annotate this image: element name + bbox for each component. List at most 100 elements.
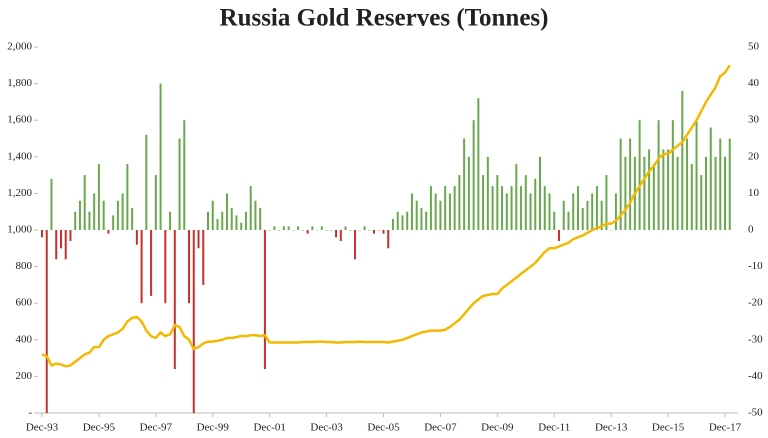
bar [629, 138, 632, 230]
bar [140, 230, 143, 304]
bar [249, 186, 252, 230]
bar [391, 219, 394, 230]
y-tick-label: 1,400 [7, 150, 32, 162]
bar [705, 156, 708, 230]
bar [406, 211, 409, 230]
bar [135, 230, 138, 245]
bar [548, 193, 551, 230]
bar [681, 90, 684, 230]
y2-tick-label: 50 [748, 41, 760, 53]
bar [330, 230, 333, 231]
bar [581, 208, 584, 230]
bar [320, 226, 323, 230]
bar [325, 230, 328, 231]
bar [259, 208, 262, 230]
bar [553, 211, 556, 230]
y2-tick-label: -50 [748, 407, 763, 419]
bar [192, 230, 195, 413]
bar [543, 186, 546, 230]
bar [59, 230, 62, 249]
x-tick-label: Dec-97 [140, 422, 173, 434]
bar [695, 120, 698, 230]
bar [55, 230, 58, 260]
bar [154, 175, 157, 230]
bar [714, 156, 717, 230]
y2-tick-label: -10 [748, 260, 763, 272]
bar [619, 138, 622, 230]
bar [282, 226, 285, 230]
y2-tick-label: 10 [748, 187, 760, 199]
bar [178, 138, 181, 230]
y2-tick-label: -30 [748, 333, 763, 345]
line [41, 64, 731, 368]
bar [211, 200, 214, 230]
bar [131, 208, 134, 230]
x-tick-label: Dec-09 [481, 422, 514, 434]
bar [572, 193, 575, 230]
bar [434, 193, 437, 230]
bar [377, 230, 380, 231]
bar [728, 138, 731, 230]
bar [344, 226, 347, 230]
bar [254, 200, 257, 230]
bar [102, 200, 105, 230]
bar [624, 156, 627, 230]
bar [690, 164, 693, 230]
bar [273, 226, 276, 230]
y2-tick-label: 0 [748, 224, 754, 236]
y-tick-label: 600 [16, 297, 33, 309]
bar [595, 186, 598, 230]
bar [505, 193, 508, 230]
bar [235, 215, 238, 230]
bar [225, 193, 228, 230]
bar [448, 193, 451, 230]
bar [373, 230, 376, 234]
bar [164, 230, 167, 304]
bar [429, 186, 432, 230]
bar [349, 230, 352, 231]
bar [724, 156, 726, 230]
x-tick-label: Dec-03 [310, 422, 343, 434]
bar [78, 200, 81, 230]
y-tick-label: 1,600 [7, 114, 32, 126]
bar [354, 230, 357, 260]
bar [562, 200, 565, 230]
x-tick-label: Dec-15 [652, 422, 685, 434]
bar [382, 230, 385, 234]
bar [93, 193, 96, 230]
bar [97, 164, 100, 230]
x-tick-label: Dec-11 [538, 422, 570, 434]
bar [292, 230, 295, 231]
bar [150, 230, 153, 296]
bar [652, 164, 655, 230]
x-tick-label: Dec-01 [253, 422, 285, 434]
bar [221, 211, 224, 230]
bar [648, 149, 651, 230]
bar [306, 230, 309, 234]
bar [539, 156, 542, 230]
bar [278, 230, 281, 231]
bar [197, 230, 200, 249]
bar [387, 230, 390, 249]
bar [88, 211, 91, 230]
y2-tick-label: 40 [748, 77, 760, 89]
bar [335, 230, 338, 238]
bar [520, 186, 523, 230]
bar [240, 222, 243, 230]
bar [216, 219, 219, 230]
bar [638, 120, 641, 230]
bar [610, 230, 613, 231]
bar [657, 120, 660, 230]
bar [207, 211, 210, 230]
y-tick-label: 1,200 [7, 187, 32, 199]
bar [297, 226, 300, 230]
bar [159, 83, 162, 230]
bar [491, 186, 494, 230]
bar [686, 138, 689, 230]
bar [501, 186, 504, 230]
bar [287, 226, 290, 230]
bar [145, 134, 148, 230]
y-tick-label: 400 [16, 333, 33, 345]
bar [709, 127, 712, 230]
bar [410, 193, 413, 230]
